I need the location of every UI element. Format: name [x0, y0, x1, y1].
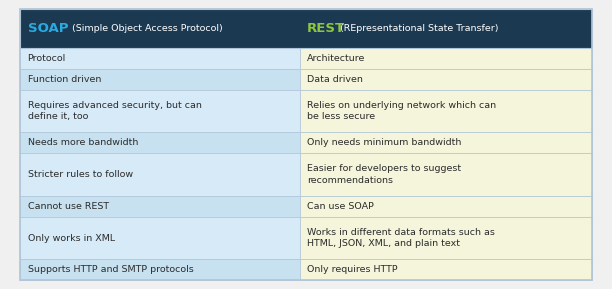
Text: Cannot use REST: Cannot use REST	[28, 202, 109, 211]
Text: Protocol: Protocol	[28, 54, 65, 63]
Bar	[300, 132, 592, 153]
Text: Function driven: Function driven	[28, 75, 101, 84]
Text: Data driven: Data driven	[307, 75, 363, 84]
Text: Architecture: Architecture	[307, 54, 365, 63]
Text: Only needs minimum bandwidth: Only needs minimum bandwidth	[307, 138, 461, 147]
Bar	[300, 69, 592, 90]
Bar	[20, 153, 300, 196]
Bar	[20, 9, 592, 48]
Text: Only requires HTTP: Only requires HTTP	[307, 265, 398, 274]
Text: (REpresentational State Transfer): (REpresentational State Transfer)	[337, 24, 498, 33]
Bar	[20, 217, 300, 259]
Text: REST: REST	[307, 22, 345, 35]
Bar	[20, 69, 300, 90]
Bar	[300, 217, 592, 259]
Text: (Simple Object Access Protocol): (Simple Object Access Protocol)	[69, 24, 223, 33]
Text: Needs more bandwidth: Needs more bandwidth	[28, 138, 138, 147]
Text: Can use SOAP: Can use SOAP	[307, 202, 374, 211]
Text: Requires advanced security, but can
define it, too: Requires advanced security, but can defi…	[28, 101, 201, 121]
Bar	[300, 153, 592, 196]
Text: Stricter rules to follow: Stricter rules to follow	[28, 170, 133, 179]
Text: Works in different data formats such as
HTML, JSON, XML, and plain text: Works in different data formats such as …	[307, 228, 495, 248]
Text: Only works in XML: Only works in XML	[28, 234, 114, 242]
Text: Relies on underlying network which can
be less secure: Relies on underlying network which can b…	[307, 101, 496, 121]
Bar	[300, 196, 592, 217]
Bar	[20, 259, 300, 280]
Bar	[20, 90, 300, 132]
Bar	[300, 259, 592, 280]
Bar	[20, 48, 300, 69]
Text: Easier for developers to suggest
recommendations: Easier for developers to suggest recomme…	[307, 164, 461, 185]
Bar	[20, 132, 300, 153]
Text: SOAP: SOAP	[28, 22, 68, 35]
Bar	[300, 48, 592, 69]
Text: Supports HTTP and SMTP protocols: Supports HTTP and SMTP protocols	[28, 265, 193, 274]
Bar	[300, 90, 592, 132]
Bar	[20, 196, 300, 217]
